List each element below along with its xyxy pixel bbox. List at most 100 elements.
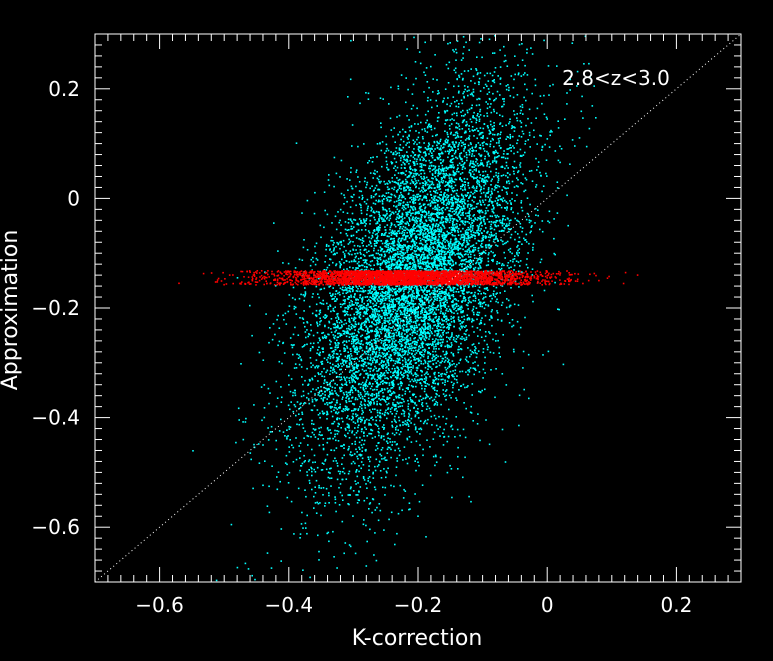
cyan-point (434, 313, 436, 315)
cyan-point (269, 392, 271, 394)
cyan-point (357, 338, 359, 340)
cyan-point (421, 405, 424, 407)
cyan-point (416, 286, 418, 289)
cyan-point (442, 302, 444, 304)
cyan-point (449, 257, 452, 259)
cyan-point (470, 143, 472, 146)
cyan-point (505, 201, 508, 203)
cyan-point (294, 363, 297, 365)
cyan-point (392, 255, 394, 258)
cyan-point (510, 207, 513, 209)
cyan-point (432, 344, 434, 346)
cyan-point (372, 229, 375, 232)
cyan-point (376, 331, 378, 334)
cyan-point (437, 257, 439, 259)
cyan-point (504, 218, 507, 221)
cyan-point (495, 216, 497, 219)
cyan-point (431, 152, 433, 154)
cyan-point (455, 299, 458, 301)
cyan-point (447, 331, 449, 334)
cyan-point (374, 193, 377, 196)
cyan-point (418, 290, 420, 292)
cyan-point (468, 263, 471, 266)
cyan-point (381, 141, 384, 143)
cyan-point (451, 428, 454, 431)
cyan-point (457, 318, 460, 320)
cyan-point (484, 244, 487, 247)
cyan-point (310, 466, 312, 469)
cyan-point (389, 315, 392, 318)
cyan-point (418, 51, 421, 53)
cyan-point (349, 179, 351, 181)
cyan-point (539, 95, 542, 97)
cyan-point (439, 292, 442, 295)
cyan-point (450, 425, 452, 428)
cyan-point (448, 256, 450, 259)
cyan-point (457, 308, 460, 310)
cyan-point (482, 201, 485, 203)
cyan-point (337, 366, 339, 368)
cyan-point (338, 355, 341, 358)
cyan-point (381, 458, 383, 460)
cyan-point (476, 98, 478, 101)
cyan-point (427, 124, 430, 127)
cyan-point (408, 314, 410, 317)
cyan-point (306, 474, 309, 477)
cyan-point (387, 196, 390, 198)
cyan-point (326, 389, 328, 392)
cyan-point (445, 315, 448, 318)
cyan-point (486, 180, 489, 183)
cyan-point (452, 289, 455, 291)
cyan-point (411, 93, 414, 95)
cyan-point (400, 167, 403, 169)
cyan-point (355, 249, 357, 251)
cyan-point (476, 219, 479, 221)
cyan-point (286, 436, 288, 438)
cyan-point (441, 164, 444, 167)
cyan-point (347, 287, 349, 289)
cyan-point (452, 157, 455, 160)
cyan-point (429, 202, 432, 205)
cyan-point (394, 328, 397, 331)
cyan-point (410, 343, 412, 345)
cyan-point (434, 231, 437, 233)
cyan-point (528, 219, 531, 221)
cyan-point (424, 388, 426, 390)
cyan-point (336, 393, 338, 396)
cyan-point (242, 421, 244, 423)
cyan-point (308, 305, 311, 308)
cyan-point (429, 299, 432, 302)
cyan-point (388, 251, 390, 254)
cyan-point (444, 220, 447, 223)
cyan-point (262, 484, 264, 487)
cyan-point (301, 423, 304, 426)
cyan-point (339, 407, 341, 409)
cyan-point (375, 193, 378, 195)
cyan-point (362, 196, 364, 199)
cyan-point (477, 228, 480, 231)
cyan-point (326, 381, 329, 384)
cyan-point (419, 395, 422, 398)
cyan-point (410, 312, 413, 315)
cyan-point (395, 443, 398, 446)
cyan-point (404, 256, 407, 259)
cyan-point (368, 244, 370, 246)
cyan-point (308, 333, 310, 335)
cyan-point (288, 471, 291, 474)
cyan-point (355, 255, 357, 258)
cyan-point (407, 399, 409, 402)
cyan-point (406, 180, 408, 183)
cyan-point (419, 327, 421, 330)
cyan-point (340, 327, 342, 329)
cyan-point (354, 329, 356, 331)
cyan-point (392, 382, 394, 384)
cyan-point (391, 335, 393, 338)
cyan-point (370, 411, 372, 413)
cyan-point (461, 209, 464, 211)
cyan-point (382, 395, 384, 398)
cyan-point (531, 53, 534, 55)
cyan-point (437, 329, 440, 331)
cyan-point (407, 343, 410, 345)
cyan-point (344, 377, 346, 380)
cyan-point (456, 99, 458, 102)
